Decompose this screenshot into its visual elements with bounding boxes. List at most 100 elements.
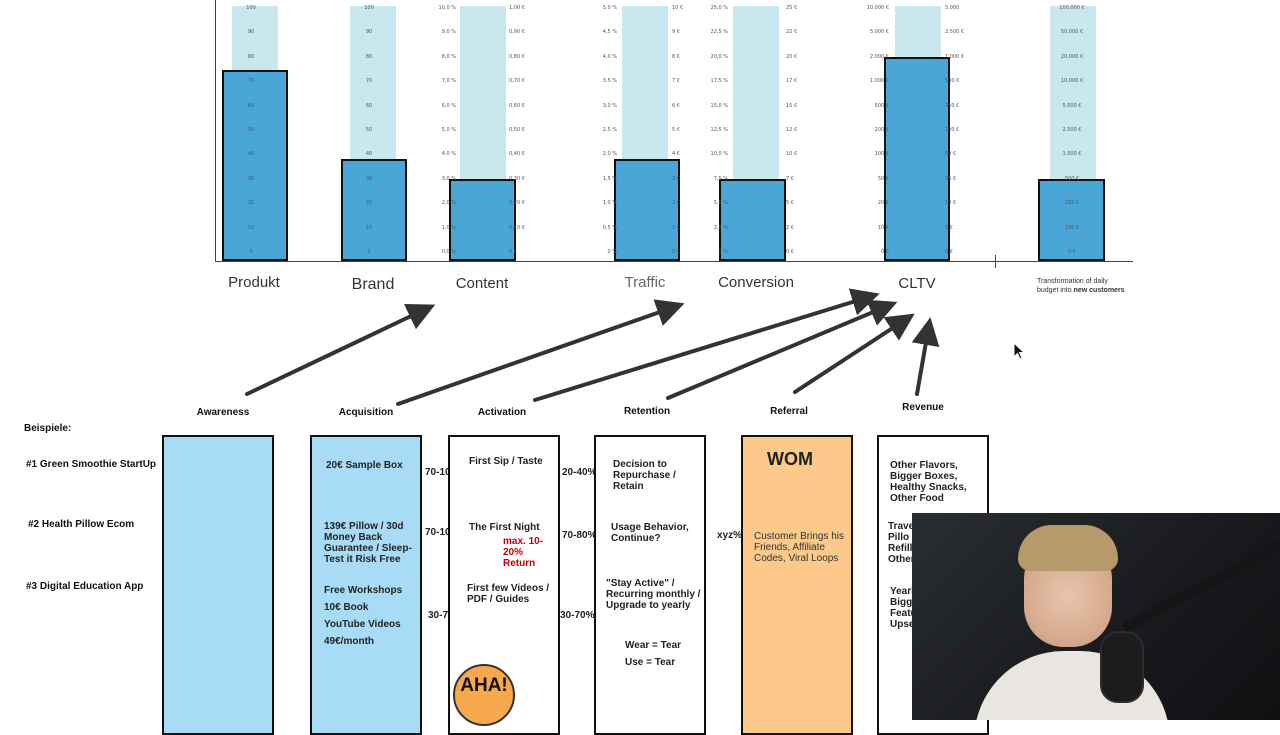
category-label-conversion: Conversion	[718, 274, 794, 291]
tick-label: 2.500 €	[945, 29, 965, 36]
tick-label: 0 €	[1068, 249, 1076, 255]
tick-label: 20	[247, 200, 255, 207]
tick-label: 0,40 €	[509, 151, 525, 158]
tick-label: 6,0 %	[441, 102, 456, 109]
arrow-revenue-to-cltv	[911, 317, 940, 396]
example-row-1: #1 Green Smoothie StartUp	[26, 459, 157, 470]
tick-label: 5 €	[945, 224, 953, 231]
awareness-column	[162, 435, 274, 735]
tick-label: 25,0 %	[710, 5, 728, 11]
tick-label: 0 %	[607, 249, 617, 255]
activation-r2: The First Night	[469, 522, 540, 533]
stage-referral: Referral	[770, 406, 808, 417]
bar-cltv	[884, 57, 950, 261]
budget-note-bold: new customers	[1073, 287, 1125, 294]
tick-label: 2,5 %	[602, 127, 617, 133]
mouse-pointer-icon	[1013, 342, 1025, 360]
bar-content	[449, 179, 516, 261]
referral-title: WOM	[767, 449, 813, 469]
tick-label: 1 €	[672, 224, 680, 231]
arrow-referral-to-cltv	[793, 313, 915, 394]
tick-label: 0,0 %	[441, 249, 456, 255]
rate-act-ret-1: 20-40%	[562, 467, 597, 478]
chart-y-axis	[215, 0, 216, 262]
revenue-r2-line: Trave	[888, 521, 915, 532]
tick-label: 25 €	[786, 5, 798, 11]
tick-label: 90	[365, 29, 373, 36]
tick-label: 250 €	[1064, 200, 1080, 207]
retention-r3-line: "Stay Active" /	[606, 578, 675, 589]
tick-label: 10 €	[672, 5, 684, 11]
example-row-2: #2 Health Pillow Ecom	[28, 519, 135, 530]
tick-label: 2.500 €	[1062, 127, 1082, 133]
tick-label: 100 €	[1064, 224, 1080, 231]
tick-label: 3 €	[672, 175, 680, 182]
acquisition-r3-item: YouTube Videos	[324, 619, 401, 630]
referral-text: Customer Brings his Friends, Affiliate C…	[754, 531, 844, 564]
revenue-r3-line: Upse	[890, 619, 915, 630]
tick-label: 12 €	[786, 127, 798, 133]
acquisition-r3: Free Workshops 10€ Book YouTube Videos 4…	[324, 582, 402, 650]
tick-label: 40	[365, 151, 373, 158]
tick-label: 7,5 %	[713, 175, 728, 182]
retention-r3-line: Upgrade to yearly	[606, 600, 691, 611]
budget-transformation-note: Transformation of daily budget into new …	[1037, 277, 1125, 295]
retention-r1-line: Retain	[613, 481, 644, 492]
category-label-cltv: CLTV	[898, 275, 936, 292]
tick-label: 500 €	[945, 78, 960, 85]
tick-label: 30	[365, 175, 373, 182]
tick-label: 1.000 €	[1062, 151, 1082, 158]
examples-title: Beispiele:	[24, 423, 72, 434]
tick-label: 3,0 %	[441, 175, 456, 182]
tick-label: 4,0 %	[441, 151, 456, 158]
tick-label: 500 €	[1064, 175, 1080, 182]
tick-label: 0,50 €	[509, 127, 525, 133]
tick-label: 0 %	[718, 249, 728, 255]
revenue-r1-line: Other Flavors,	[890, 460, 958, 471]
tick-label: 80	[247, 53, 255, 60]
chart-x-axis	[215, 261, 1133, 262]
stage-awareness: Awareness	[196, 407, 250, 418]
retention-r3-line: Recurring monthly /	[606, 589, 701, 600]
tick-label: 2 €	[786, 224, 794, 231]
tick-label: 5,0 %	[602, 5, 617, 11]
tick-label: 5,0 %	[713, 200, 728, 207]
tick-label: 7 €	[786, 175, 794, 182]
revenue-r1-line: Healthy Snacks,	[890, 482, 967, 493]
tick-label: 7,0 %	[441, 78, 456, 85]
retention-column: Decision to Repurchase / Retain Usage Be…	[594, 435, 706, 735]
acquisition-column: 20€ Sample Box 139€ Pillow / 30d Money B…	[310, 435, 422, 735]
revenue-r1-line: Other Food	[890, 493, 944, 504]
stage-acquisition: Acquisition	[338, 407, 394, 418]
acquisition-r2-line: Test it Risk Free	[324, 554, 401, 565]
tick-label: 7 €	[672, 78, 680, 85]
tick-label: 0,10 €	[509, 224, 525, 231]
category-label-traffic: Traffic	[624, 274, 666, 291]
tick-label: 500 €	[874, 102, 889, 109]
tick-label: 8 €	[672, 53, 680, 60]
presenter-hair	[1018, 525, 1118, 571]
aha-badge: AHA!	[453, 664, 515, 726]
chart-axis-divider	[995, 255, 996, 268]
activation-column: First Sip / Taste The First Night max. 1…	[448, 435, 560, 735]
tick-label: 60	[365, 102, 373, 109]
revenue-r3-line: Featu	[890, 608, 917, 619]
bar-budget	[1038, 179, 1105, 261]
activation-r3-line: PDF / Guides	[467, 594, 530, 605]
tick-label: 0,90 €	[509, 29, 525, 36]
category-label-content: Content	[455, 275, 509, 292]
tick-label: 60	[247, 102, 255, 109]
tick-label: 1,0 %	[602, 200, 617, 207]
acquisition-r2: 139€ Pillow / 30d Money Back Guarantee /…	[324, 521, 412, 565]
tick-label: 0	[367, 249, 371, 255]
tick-label: 70	[247, 78, 255, 85]
bar-produkt	[222, 70, 288, 261]
acquisition-r2-line: Guarantee / Sleep-	[324, 543, 412, 554]
acquisition-r2-line: Money Back	[324, 532, 383, 543]
tick-label: 0,5 %	[602, 224, 617, 231]
bar-traffic	[614, 159, 680, 261]
tick-label: 5.000	[945, 5, 960, 11]
revenue-r3-line: Yearl	[890, 586, 914, 597]
tick-label: 1.000 €	[945, 53, 965, 60]
tick-label: 3,0 %	[602, 102, 617, 109]
